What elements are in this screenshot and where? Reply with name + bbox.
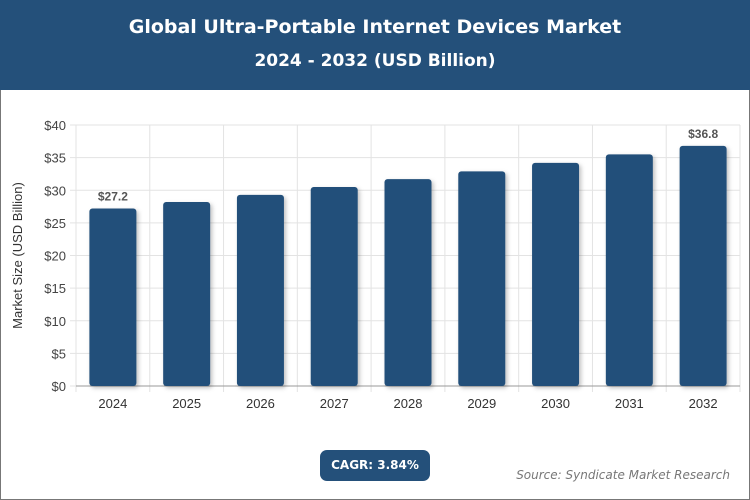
x-tick-label: 2028 (394, 396, 423, 411)
x-tick-label: 2031 (615, 396, 644, 411)
y-tick-label: $25 (44, 216, 66, 231)
bar-2028 (384, 179, 432, 386)
y-tick-label: $10 (44, 314, 66, 329)
cagr-badge: CAGR: 3.84% (320, 450, 430, 481)
bar-2030 (532, 162, 580, 386)
chart-header: Global Ultra-Portable Internet Devices M… (0, 0, 750, 90)
y-tick-label: $5 (52, 346, 66, 361)
bar-2026 (236, 194, 284, 386)
bar-2032 (679, 145, 727, 386)
y-tick-label: $20 (44, 249, 66, 264)
bar-2027 (310, 186, 358, 386)
chart-title: Global Ultra-Portable Internet Devices M… (128, 16, 622, 38)
x-tick-label: 2024 (98, 396, 127, 411)
bar-chart: $0 $5 $10 $15 $20 $25 $30 $35 $40 2024 $27.2 2025 20… (10, 118, 741, 411)
bar-2031 (605, 154, 653, 386)
y-axis-title: Market Size (USD Billion) (10, 182, 25, 329)
y-tick-label: $40 (44, 118, 66, 133)
x-tick-label: 2029 (467, 396, 496, 411)
source-note: Source: Syndicate Market Research (516, 468, 730, 482)
x-tick-label: 2030 (541, 396, 570, 411)
data-label: $36.8 (688, 127, 718, 141)
x-tick-label: 2025 (172, 396, 201, 411)
data-label: $27.2 (98, 190, 128, 204)
bar-2025 (163, 201, 211, 386)
x-tick-label: 2032 (689, 396, 718, 411)
y-tick-label: $35 (44, 151, 66, 166)
chart-subtitle: 2024 - 2032 (USD Billion) (254, 51, 496, 71)
y-tick-label: $30 (44, 183, 66, 198)
bar-2024 (89, 208, 137, 386)
x-tick-label: 2027 (320, 396, 349, 411)
x-tick-label: 2026 (246, 396, 275, 411)
y-tick-label: $15 (44, 281, 66, 296)
y-tick-label: $0 (52, 379, 66, 394)
bar-2029 (458, 171, 506, 386)
